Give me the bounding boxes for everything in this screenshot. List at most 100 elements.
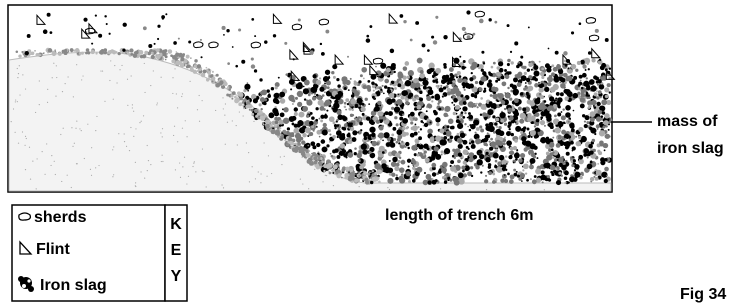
speck: [511, 61, 514, 64]
speck: [280, 98, 285, 103]
speck: [154, 43, 156, 45]
speck: [87, 51, 90, 54]
speck: [313, 156, 317, 160]
speck: [540, 170, 544, 174]
speck: [588, 106, 591, 109]
speck: [306, 122, 309, 125]
speck: [559, 82, 561, 84]
speck: [98, 165, 99, 166]
speck: [443, 63, 446, 66]
speck: [443, 136, 447, 140]
speck: [160, 132, 161, 133]
speck: [177, 107, 178, 108]
speck: [354, 152, 357, 155]
speck: [91, 147, 92, 148]
speck: [504, 123, 507, 126]
speck: [104, 51, 107, 54]
speck: [560, 92, 564, 96]
speck: [223, 187, 224, 188]
speck: [297, 120, 303, 126]
speck: [150, 164, 151, 165]
speck: [424, 123, 428, 127]
speck: [265, 121, 267, 123]
speck: [502, 81, 507, 86]
speck: [475, 103, 477, 105]
speck: [203, 69, 207, 73]
speck: [165, 55, 168, 58]
speck: [389, 93, 394, 98]
speck: [540, 118, 542, 120]
speck: [530, 158, 536, 164]
speck: [462, 106, 467, 111]
speck: [525, 82, 527, 84]
speck: [464, 123, 466, 125]
speck: [323, 170, 325, 172]
speck: [309, 121, 314, 126]
speck: [422, 122, 424, 124]
key-title-letter: Y: [171, 268, 182, 285]
speck: [67, 76, 68, 77]
speck: [113, 174, 114, 175]
speck: [534, 83, 538, 87]
speck: [312, 96, 316, 100]
speck: [601, 115, 604, 118]
speck: [495, 129, 501, 135]
speck: [304, 98, 306, 100]
speck: [596, 96, 600, 100]
speck: [71, 127, 72, 128]
speck: [507, 59, 509, 61]
speck: [528, 86, 533, 91]
speck: [386, 142, 390, 146]
speck: [506, 140, 512, 146]
speck: [420, 70, 424, 74]
speck: [344, 87, 347, 90]
speck: [450, 160, 454, 164]
speck: [227, 122, 228, 123]
speck: [267, 118, 269, 120]
speck: [583, 153, 587, 157]
speck: [487, 132, 489, 134]
speck: [186, 65, 189, 68]
speck: [377, 101, 381, 105]
speck: [364, 137, 367, 140]
speck: [602, 75, 605, 78]
speck: [368, 176, 370, 178]
speck: [526, 92, 529, 95]
speck: [91, 50, 94, 53]
speck: [464, 112, 466, 114]
speck: [502, 167, 506, 171]
key-item-label: Flint: [36, 241, 70, 258]
speck: [197, 70, 199, 72]
speck: [604, 87, 609, 92]
speck: [194, 161, 195, 162]
speck: [589, 127, 593, 131]
speck: [272, 108, 278, 114]
speck: [144, 92, 145, 93]
speck: [446, 115, 448, 117]
speck: [369, 171, 370, 172]
speck: [431, 100, 433, 102]
speck: [148, 160, 149, 161]
speck: [444, 180, 447, 183]
speck: [548, 179, 551, 182]
speck: [52, 51, 57, 56]
speck: [299, 127, 305, 133]
speck: [173, 41, 177, 45]
speck: [322, 129, 328, 135]
speck: [575, 172, 581, 178]
speck: [148, 44, 152, 48]
speck: [348, 152, 354, 158]
speck: [190, 81, 191, 82]
speck: [321, 139, 326, 144]
speck: [574, 93, 578, 97]
speck: [596, 90, 598, 92]
speck: [578, 87, 581, 90]
speck: [559, 67, 561, 69]
speck: [412, 161, 416, 165]
speck: [424, 172, 426, 174]
speck: [442, 96, 444, 98]
speck: [156, 48, 160, 52]
speck: [532, 179, 537, 184]
speck: [50, 31, 53, 34]
speck: [406, 127, 409, 130]
